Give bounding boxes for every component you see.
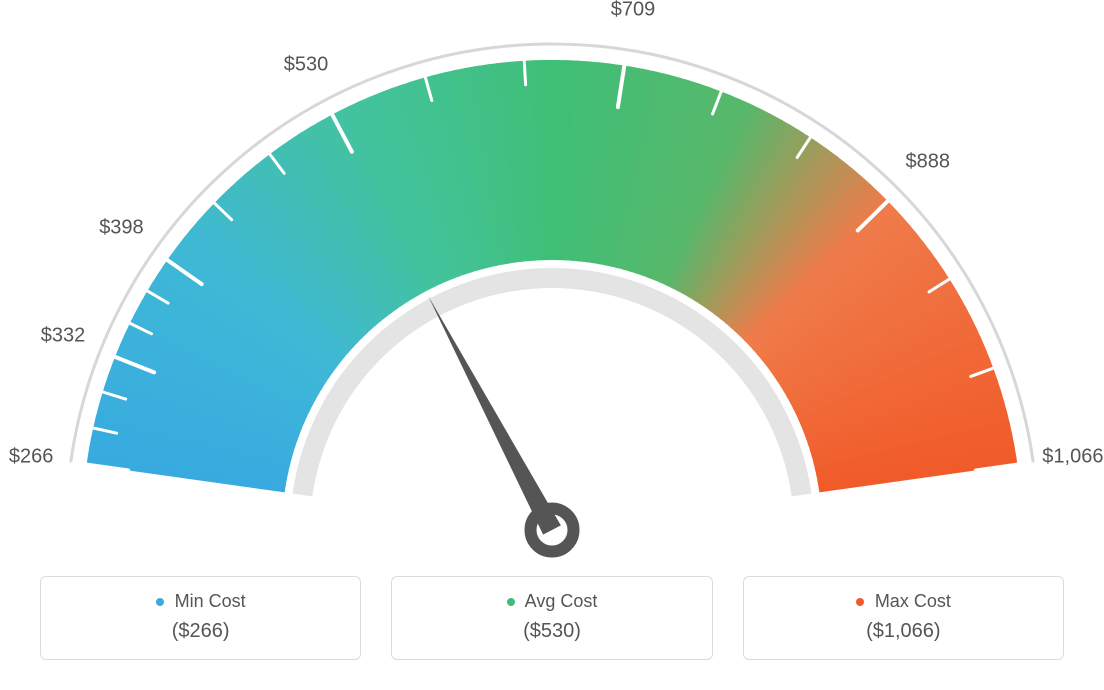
gauge-tick-label: $888 xyxy=(906,150,951,173)
gauge-tick-label: $398 xyxy=(99,216,144,239)
legend-label-min: Min Cost xyxy=(175,591,246,611)
gauge-tick-label: $266 xyxy=(9,445,54,468)
legend-value-min: ($266) xyxy=(51,620,350,643)
gauge-tick-label: $1,066 xyxy=(1042,445,1103,468)
legend-dot-max xyxy=(856,598,864,606)
legend-row: Min Cost ($266) Avg Cost ($530) Max Cost… xyxy=(40,576,1064,660)
gauge-tick-label: $332 xyxy=(41,325,86,348)
legend-value-avg: ($530) xyxy=(402,620,701,643)
legend-value-max: ($1,066) xyxy=(754,620,1053,643)
legend-max: Max Cost ($1,066) xyxy=(743,576,1064,660)
legend-label-max: Max Cost xyxy=(875,591,951,611)
gauge-tick-label: $709 xyxy=(611,0,656,22)
cost-gauge: $266 $332 $398 $530 $709 $888 $1,066 xyxy=(0,0,1104,560)
legend-avg: Avg Cost ($530) xyxy=(391,576,712,660)
legend-dot-min xyxy=(156,598,164,606)
gauge-tick-label: $530 xyxy=(284,54,329,77)
legend-min: Min Cost ($266) xyxy=(40,576,361,660)
legend-label-avg: Avg Cost xyxy=(525,591,598,611)
legend-dot-avg xyxy=(507,598,515,606)
